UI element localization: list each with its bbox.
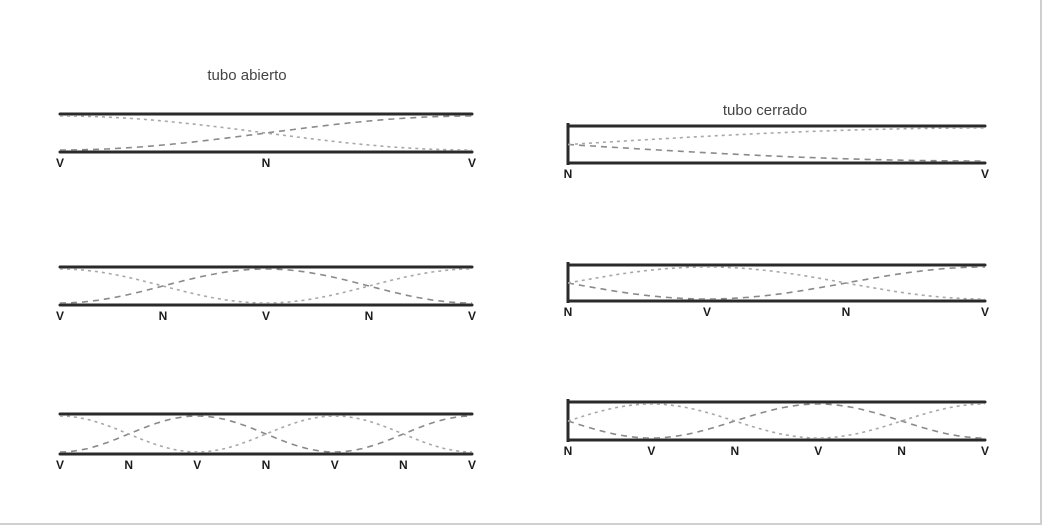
standing-wave-upper	[567, 143, 985, 162]
antinode-label: V	[262, 309, 270, 323]
standing-wave-lower	[567, 403, 985, 439]
standing-wave-lower	[59, 415, 473, 453]
node-label: N	[897, 444, 906, 458]
antinode-label: V	[56, 309, 64, 323]
standing-wave-lower	[60, 268, 472, 304]
antinode-label: V	[981, 305, 989, 319]
standing-wave-upper	[567, 403, 985, 439]
node-label: N	[159, 309, 168, 323]
standing-wave-lower	[567, 266, 985, 300]
closed-tube-title: tubo cerrado	[723, 102, 807, 119]
node-label: N	[124, 458, 133, 472]
antinode-label: V	[56, 156, 64, 170]
antinode-label: V	[331, 458, 339, 472]
tube-panels: V N VV N V N VV N V N V N VN VN V N VN V N V N V	[56, 112, 989, 472]
standing-wave-upper	[567, 266, 985, 300]
node-label: N	[262, 458, 271, 472]
antinode-label: V	[981, 167, 989, 181]
node-label: N	[262, 156, 271, 170]
antinode-label: V	[647, 444, 655, 458]
antinode-label: V	[193, 458, 201, 472]
antinode-label: V	[468, 458, 476, 472]
node-label: N	[399, 458, 408, 472]
node-label: N	[842, 305, 851, 319]
standing-wave-upper	[60, 115, 472, 151]
antinode-label: V	[56, 458, 64, 472]
node-label: N	[365, 309, 374, 323]
node-label: N	[564, 444, 573, 458]
node-label: N	[564, 305, 573, 319]
open-tube-title: tubo abierto	[207, 67, 286, 84]
antinode-label: V	[703, 305, 711, 319]
standing-wave-upper	[59, 415, 473, 453]
antinode-label: V	[981, 444, 989, 458]
node-label: N	[730, 444, 739, 458]
node-label: N	[564, 167, 573, 181]
standing-wave-lower	[567, 127, 985, 146]
antinode-label: V	[468, 309, 476, 323]
standing-wave-upper	[60, 268, 472, 304]
standing-wave-lower	[60, 115, 472, 151]
antinode-label: V	[814, 444, 822, 458]
antinode-label: V	[468, 156, 476, 170]
